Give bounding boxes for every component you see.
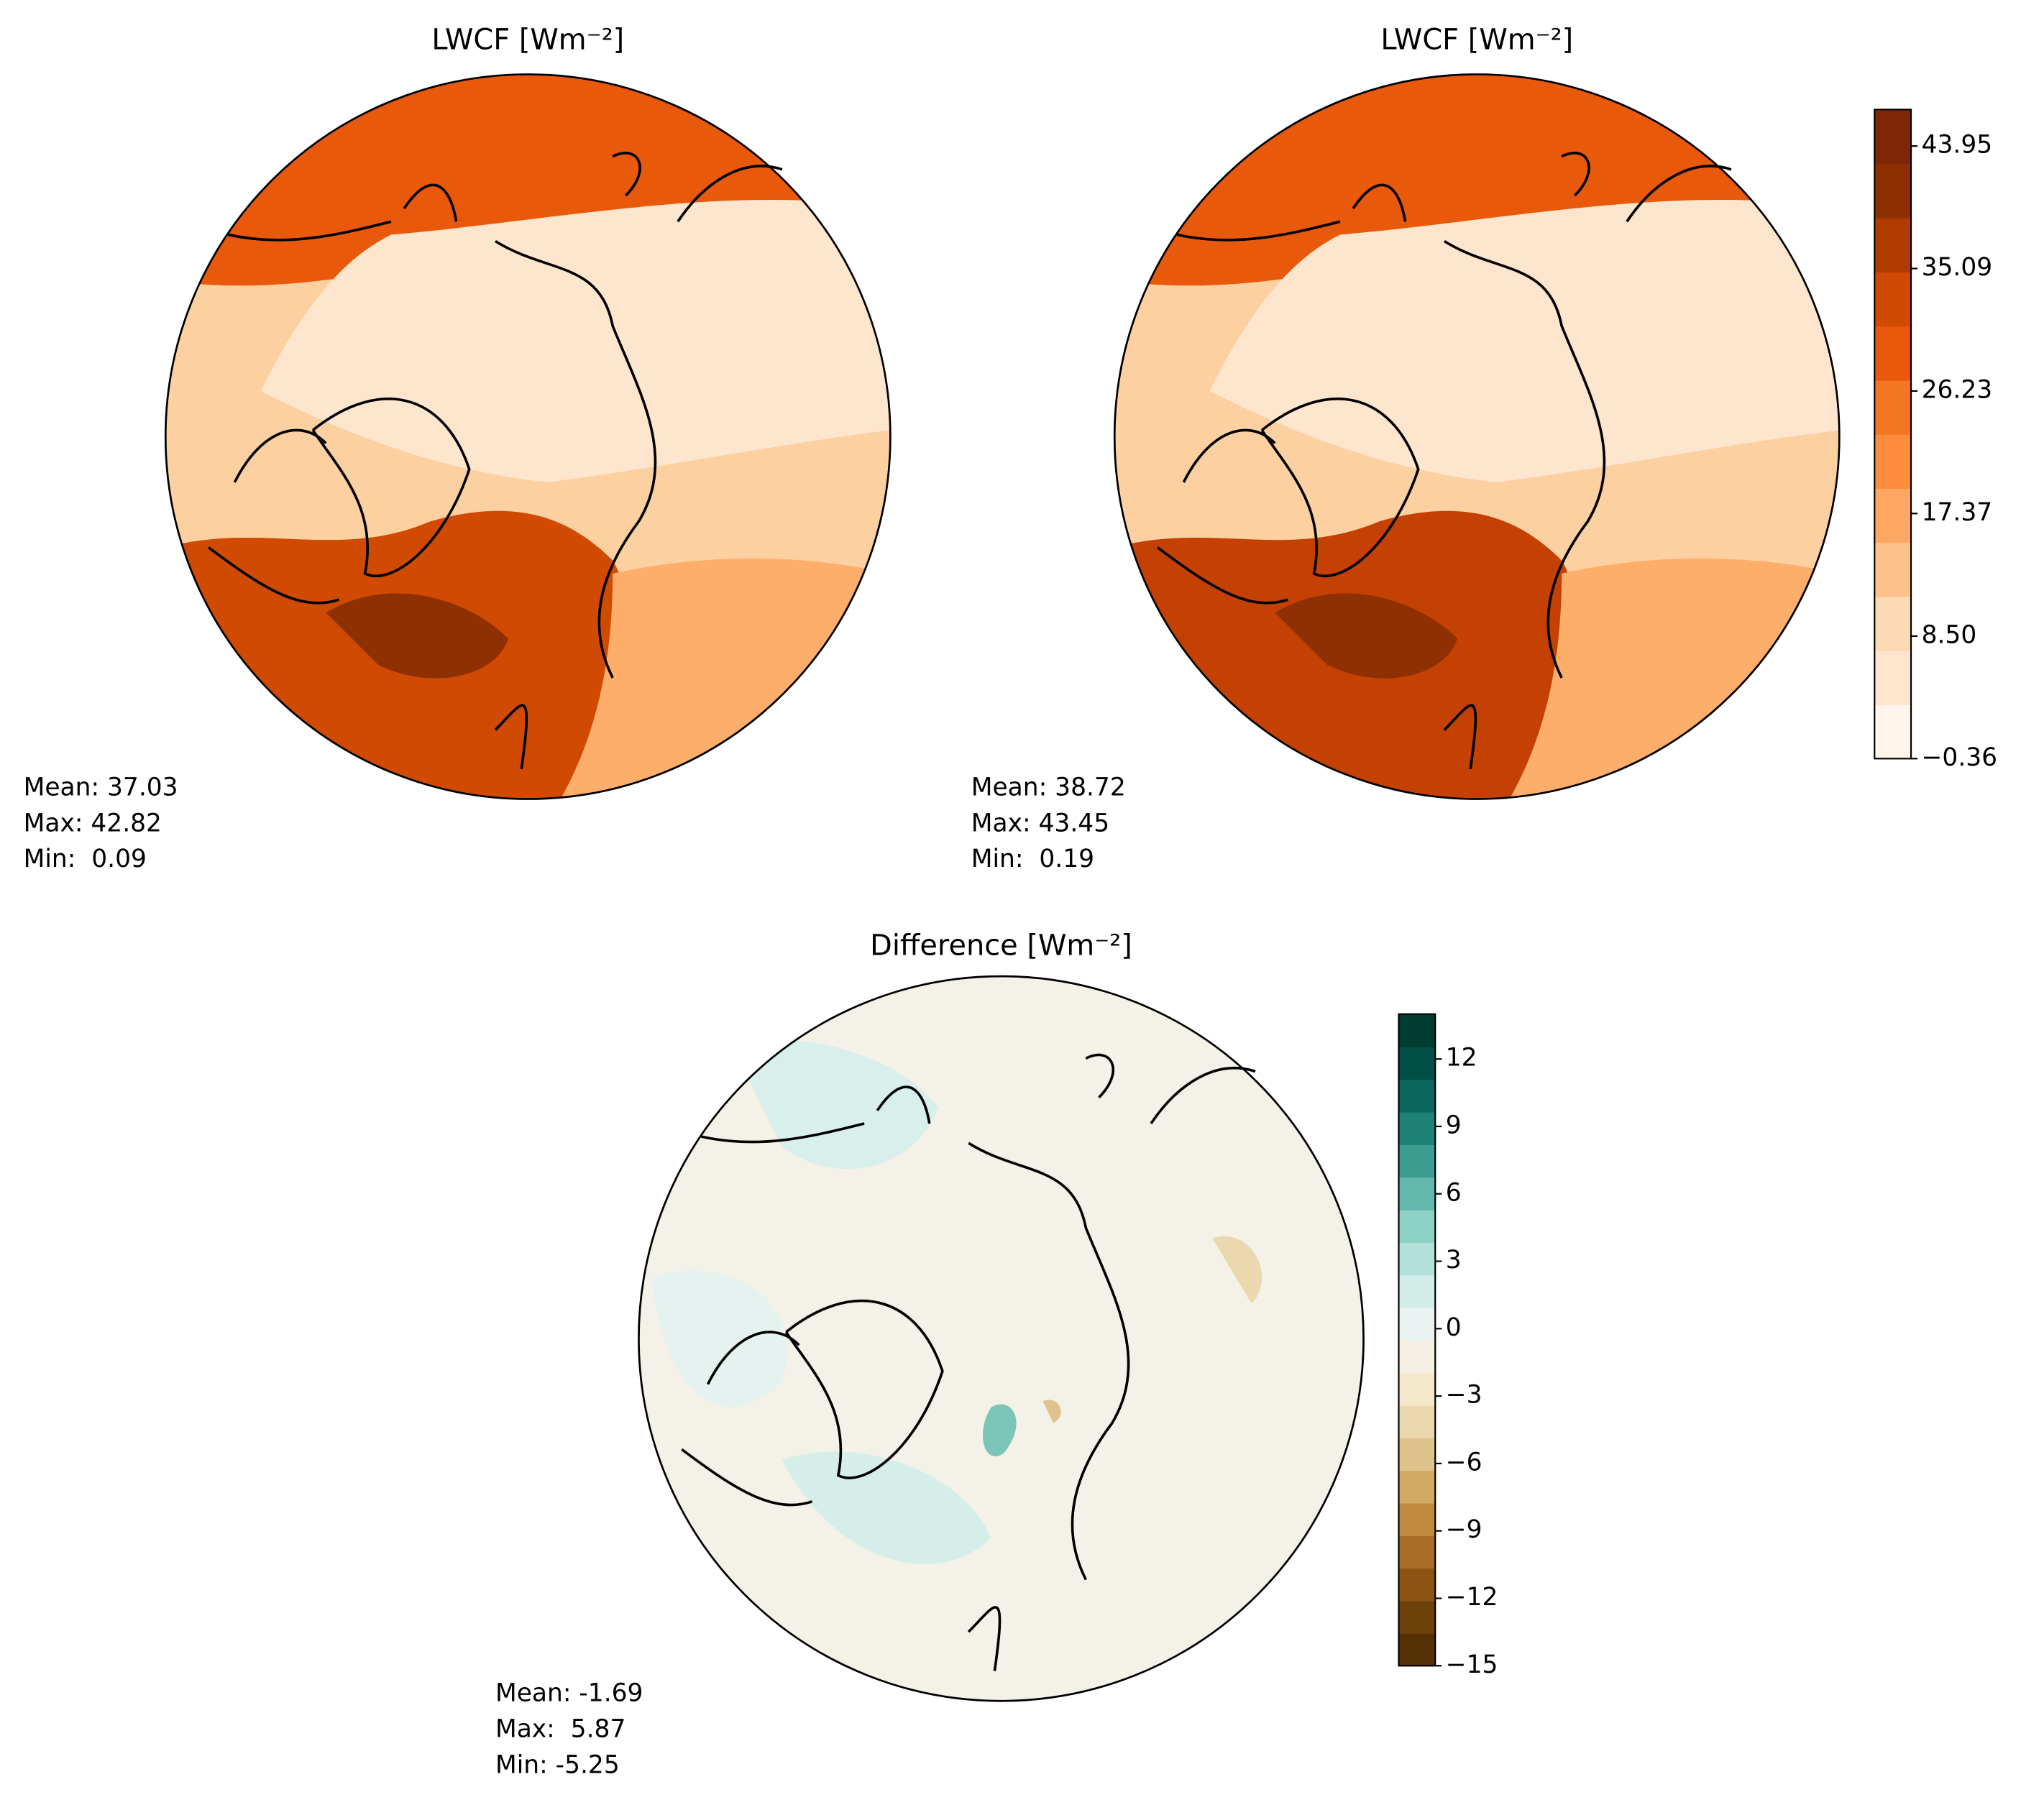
colorbar-tick-label: −0.36 bbox=[1922, 743, 1998, 772]
stat-text: Min: 0.19 bbox=[971, 845, 1094, 873]
colorbar-tick-label: 12 bbox=[1446, 1044, 1477, 1073]
colorbar-tick-label: 43.95 bbox=[1922, 131, 1993, 160]
colorbar-band bbox=[1398, 1111, 1436, 1145]
colorbar-tick-label: 17.37 bbox=[1922, 498, 1993, 527]
colorbar-band bbox=[1398, 1372, 1436, 1406]
panel-title: LWCF [Wm⁻²] bbox=[431, 24, 624, 57]
colorbar-tick-label: −12 bbox=[1446, 1583, 1498, 1612]
colorbar-band bbox=[1398, 1535, 1436, 1569]
stat-text: Mean: 37.03 bbox=[24, 773, 178, 802]
colorbar-band bbox=[1398, 1177, 1436, 1211]
map bbox=[638, 976, 1364, 1701]
colorbar-tick-label: 9 bbox=[1446, 1111, 1462, 1140]
colorbar-band bbox=[1874, 596, 1912, 651]
stat-text: Max: 43.45 bbox=[971, 809, 1109, 837]
colorbar-band bbox=[1874, 380, 1912, 435]
colorbar-band bbox=[1874, 272, 1912, 327]
colorbar-band bbox=[1874, 109, 1912, 165]
colorbar-band bbox=[1398, 1502, 1436, 1536]
stat-text: Mean: -1.69 bbox=[495, 1679, 643, 1708]
colorbar-tick-label: −9 bbox=[1446, 1515, 1482, 1544]
colorbar-band bbox=[1874, 217, 1912, 273]
stat-text: Min: -5.25 bbox=[495, 1750, 620, 1779]
colorbar-band bbox=[1874, 488, 1912, 543]
colorbar-band bbox=[1874, 433, 1912, 490]
colorbar-band bbox=[1398, 1600, 1436, 1634]
stat-text: Max: 5.87 bbox=[495, 1715, 625, 1744]
colorbar-tick-label: 6 bbox=[1446, 1178, 1462, 1207]
colorbar-band bbox=[1398, 1470, 1436, 1504]
stat-text: Mean: 38.72 bbox=[971, 773, 1126, 802]
map bbox=[165, 74, 891, 799]
stat-text: Max: 42.82 bbox=[24, 809, 162, 837]
colorbar-band bbox=[1398, 1079, 1436, 1113]
colorbar-tick-label: −6 bbox=[1446, 1448, 1482, 1476]
colorbar-band bbox=[1874, 542, 1912, 597]
colorbar-band bbox=[1398, 1568, 1436, 1602]
colorbar-band bbox=[1398, 1339, 1436, 1374]
colorbar-tick-label: 35.09 bbox=[1922, 253, 1993, 282]
colorbar-band bbox=[1398, 1209, 1436, 1243]
colorbar-band bbox=[1398, 1144, 1436, 1178]
colorbar-band bbox=[1398, 1437, 1436, 1471]
colorbar-band bbox=[1398, 1307, 1436, 1341]
colorbar-tick-label: −15 bbox=[1446, 1650, 1498, 1679]
colorbar-tick-label: 0 bbox=[1446, 1313, 1462, 1342]
colorbar-band bbox=[1398, 1274, 1436, 1308]
colorbar-tick-label: 3 bbox=[1446, 1246, 1462, 1274]
panel-title: LWCF [Wm⁻²] bbox=[1380, 24, 1573, 57]
colorbar-band bbox=[1398, 1014, 1436, 1047]
colorbar-band bbox=[1874, 704, 1912, 760]
colorbar-band bbox=[1398, 1632, 1436, 1667]
colorbar-tick-label: 8.50 bbox=[1922, 620, 1977, 649]
stat-text: Min: 0.09 bbox=[24, 845, 147, 873]
colorbar-band bbox=[1874, 650, 1912, 705]
colorbar-band bbox=[1398, 1047, 1436, 1080]
colorbar-band bbox=[1398, 1405, 1436, 1438]
panel-title: Difference [Wm⁻²] bbox=[870, 929, 1132, 963]
colorbar-band bbox=[1874, 326, 1912, 381]
colorbar-frame bbox=[1874, 109, 1912, 760]
colorbar-band bbox=[1398, 1241, 1436, 1276]
colorbar-band bbox=[1874, 163, 1912, 219]
colorbar-tick-label: 26.23 bbox=[1922, 375, 1993, 404]
colorbar-tick-label: −3 bbox=[1446, 1381, 1482, 1410]
colorbar-frame bbox=[1398, 1013, 1436, 1667]
